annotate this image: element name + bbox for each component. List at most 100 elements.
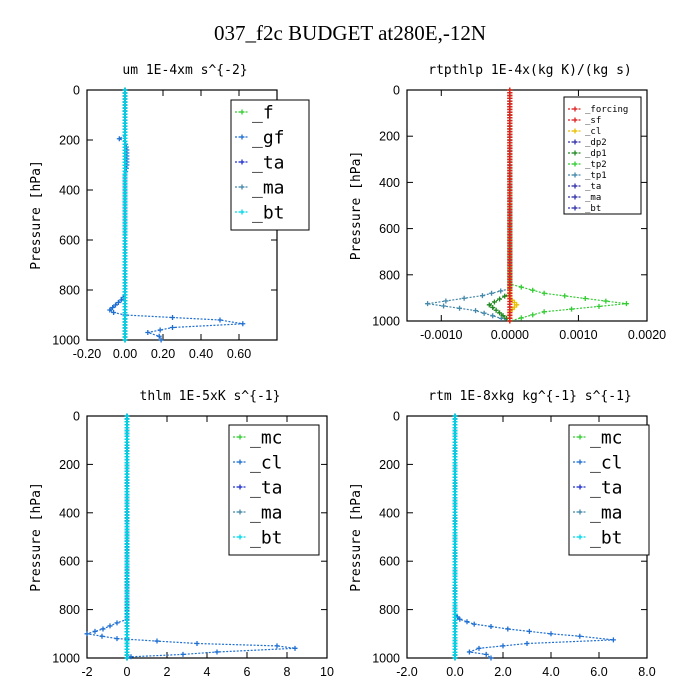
data-point: [100, 626, 106, 632]
legend-box: [563, 96, 642, 215]
data-point: [107, 307, 113, 313]
legend-label: _sf: [585, 116, 601, 126]
x-tick-label: 8.0: [638, 665, 655, 679]
data-point: [124, 655, 130, 661]
legend-label: _bt: [585, 204, 601, 214]
legend-label: _gf: [252, 127, 285, 148]
legend-marker: [572, 183, 578, 189]
data-point: [457, 305, 463, 311]
data-point: [498, 288, 504, 294]
legend-box: [228, 424, 320, 556]
y-tick-label: 200: [59, 458, 80, 472]
panel-title: um 1E-4xm s^{-2}: [122, 63, 247, 78]
data-point: [240, 321, 246, 327]
series-sf: [507, 87, 513, 324]
x-tick-label: -0.0010: [420, 328, 462, 342]
data-point: [596, 303, 602, 309]
data-point: [473, 308, 479, 314]
legend-label: _cl: [250, 452, 283, 473]
data-point: [194, 640, 200, 646]
data-point: [603, 298, 609, 304]
legend-marker: [237, 434, 243, 440]
x-tick-label: -2.0: [396, 665, 418, 679]
x-tick-label: 2.0: [494, 665, 511, 679]
legend-label: _tp2: [585, 160, 607, 170]
data-point: [577, 633, 583, 639]
data-point: [507, 318, 513, 324]
legend-label: _ma: [252, 177, 285, 198]
data-point: [158, 337, 164, 343]
legend-label: _bt: [252, 202, 285, 223]
data-point: [500, 643, 506, 649]
data-point: [483, 651, 489, 657]
data-point: [145, 330, 151, 335]
panel-title: rtm 1E-8xkg kg^{-1} s^{-1}: [428, 389, 632, 404]
legend-box: [230, 99, 310, 231]
legend-label: _dp1: [585, 149, 607, 159]
legend-marker: [239, 159, 245, 165]
data-point: [498, 315, 504, 321]
y-tick-label: 0: [73, 410, 80, 424]
data-point: [157, 327, 163, 333]
data-point: [92, 628, 98, 634]
legend-marker: [572, 150, 578, 156]
data-point: [518, 284, 524, 290]
legend-marker: [572, 128, 578, 134]
legend-marker: [577, 434, 583, 440]
x-tick-label: 0.0000: [491, 328, 529, 342]
data-point: [122, 337, 128, 343]
y-tick-label: 400: [59, 184, 80, 198]
y-axis-label: Pressure [hPa]: [349, 482, 364, 592]
x-tick-label: 4.0: [542, 665, 559, 679]
data-point: [441, 303, 447, 309]
y-tick-label: 200: [379, 458, 400, 472]
legend-marker: [572, 161, 578, 167]
y-tick-label: 1000: [52, 652, 80, 666]
panel-1: um 1E-4xm s^{-2} Pressure [hPa] 0 200 400 600…: [29, 63, 310, 361]
panel-4: rtm 1E-8xkg kg^{-1} s^{-1} Pressure [hPa]…: [349, 389, 656, 679]
x-tick-label: 0.0: [446, 665, 463, 679]
series-gf: [107, 87, 246, 343]
legend-label: _ta: [585, 182, 601, 192]
data-point: [443, 298, 449, 304]
panel-title: rtpthlp 1E-4x(kg K)/(kg s): [428, 63, 632, 78]
series-bt: [122, 87, 128, 343]
x-tick-label: 0.20: [151, 347, 175, 361]
data-point: [497, 296, 503, 302]
data-point: [464, 619, 470, 625]
legend-label: _dp2: [585, 138, 607, 148]
legend-marker: [577, 534, 583, 540]
y-tick-label: 600: [59, 555, 80, 569]
legend-label: _tp1: [585, 171, 607, 181]
legend-label: _ma: [590, 502, 623, 523]
data-point: [488, 655, 494, 661]
data-point: [471, 621, 477, 627]
legend-marker: [577, 484, 583, 490]
data-point: [154, 638, 160, 644]
legend-marker: [239, 109, 245, 115]
data-point: [170, 325, 175, 330]
data-point: [524, 640, 530, 646]
series-line: [427, 90, 511, 322]
legend-label: _forcing: [585, 105, 628, 115]
data-point: [110, 305, 116, 310]
legend-label: _cl: [590, 452, 623, 473]
data-point: [569, 306, 575, 312]
data-point: [292, 645, 298, 651]
x-tick-label: 0.0020: [628, 328, 666, 342]
data-point: [457, 616, 463, 622]
data-point: [562, 293, 568, 299]
x-tick-label: 0.0010: [559, 328, 597, 342]
legend-marker: [572, 117, 578, 123]
legend: _forcing_sf_cl_dp2_dp1_tp2_tp1_ta_ma_bt: [563, 96, 642, 215]
legend-marker: [239, 209, 245, 215]
x-tick-label: 0.00: [113, 347, 137, 361]
data-point: [481, 310, 487, 316]
legend-marker: [577, 509, 583, 515]
data-point: [526, 628, 532, 634]
data-point: [180, 651, 186, 657]
legend-label: _bt: [250, 527, 283, 548]
legend-marker: [237, 534, 243, 540]
legend-label: _ta: [590, 477, 623, 498]
y-tick-label: 800: [379, 268, 400, 282]
